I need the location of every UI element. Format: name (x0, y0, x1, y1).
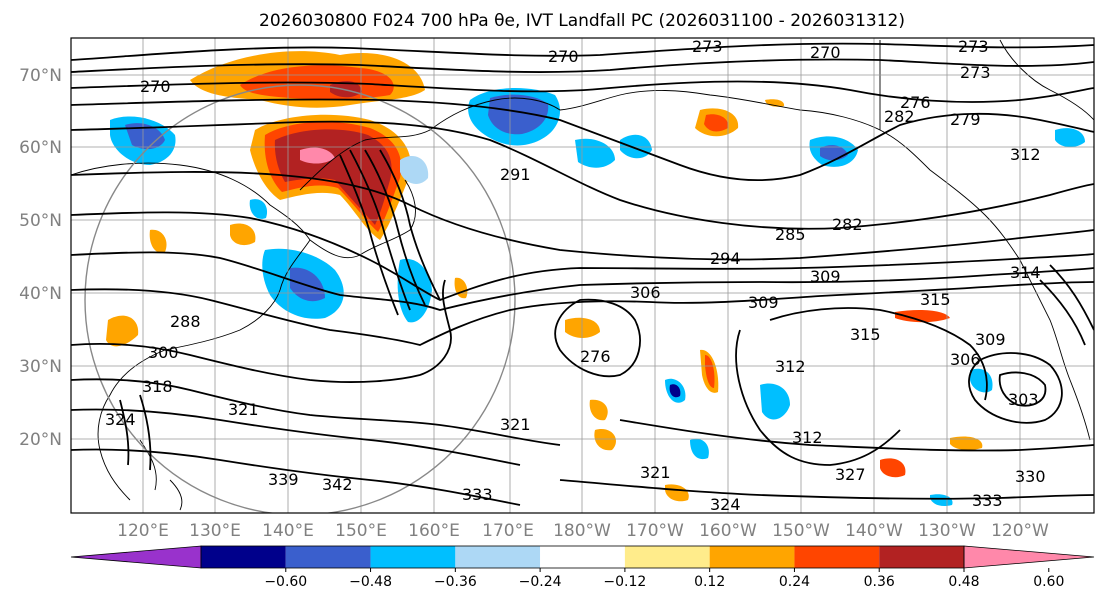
colorbar-bin (455, 546, 541, 568)
contour-label: 315 (920, 290, 951, 309)
contour-label: 291 (500, 165, 531, 184)
contour-label: 333 (972, 491, 1003, 510)
colorbar-tick-label: −0.48 (349, 574, 392, 590)
theta-e-contours (71, 42, 1094, 506)
lat-label: 70°N (19, 66, 62, 86)
gridlines (71, 38, 1094, 513)
positive-shading (106, 51, 983, 502)
colorbar-tick-label: 0.48 (948, 574, 979, 590)
lon-label: 170°W (626, 521, 684, 541)
contour-label: 288 (170, 312, 201, 331)
contour-label: 309 (975, 330, 1006, 349)
lon-label: 150°W (772, 521, 830, 541)
colorbar: −0.60 −0.48 −0.36 −0.24 −0.12 0.12 0.24 0.36 0.4… (70, 545, 1095, 590)
contour-label: 327 (835, 465, 866, 484)
colorbar-bin (624, 546, 710, 568)
contour-label: 309 (810, 267, 841, 286)
lon-label: 130°E (189, 521, 241, 541)
colorbar-bin (794, 546, 880, 568)
colorbar-tick-label: 0.24 (779, 574, 810, 590)
contour-label: 321 (228, 400, 259, 419)
contour-label: 294 (710, 249, 741, 268)
colorbar-bin (540, 546, 625, 568)
colorbar-tick-label: −0.36 (434, 574, 477, 590)
contour-label: 276 (580, 347, 611, 366)
contour-label: 312 (792, 428, 823, 447)
contour-label: 282 (884, 107, 915, 126)
lon-label: 120°W (991, 521, 1049, 541)
colorbar-tick-label: 0.12 (694, 574, 725, 590)
contour-label: 303 (1008, 390, 1039, 409)
lon-label: 130°W (918, 521, 976, 541)
colorbar-bin (285, 546, 371, 568)
colorbar-tick-label: 0.60 (1033, 574, 1064, 590)
contour-label: 279 (950, 110, 981, 129)
contour-label: 312 (1010, 145, 1041, 164)
lon-label: 160°W (699, 521, 757, 541)
contour-label: 333 (462, 485, 493, 504)
contour-label: 342 (322, 475, 353, 494)
colorbar-tick-label: −0.60 (264, 574, 307, 590)
colorbar-tick-label: 0.36 (864, 574, 895, 590)
longitude-labels: 120°E 130°E 140°E 150°E 160°E 170°E 180°… (117, 521, 1049, 541)
map-content: 270 273 270 273 273 276 282 279 270 291 … (71, 37, 1094, 514)
map-frame (70, 37, 1095, 514)
colorbar-bin (201, 546, 286, 568)
contour-label: 312 (775, 357, 806, 376)
contour-label: 306 (950, 350, 981, 369)
contour-label: 285 (775, 225, 806, 244)
chart-title: 2026030800 F024 700 hPa θe, IVT Landfall… (259, 11, 905, 31)
contour-label: 273 (960, 63, 991, 82)
contour-label: 339 (268, 470, 299, 489)
contour-labels: 270 273 270 273 273 276 282 279 270 291 … (105, 37, 1046, 514)
colorbar-tick-label: −0.24 (519, 574, 562, 590)
contour-label: 324 (105, 410, 136, 429)
contour-label: 321 (640, 463, 671, 482)
lat-label: 40°N (19, 284, 62, 304)
lon-label: 170°E (482, 521, 534, 541)
contour-label: 314 (1010, 263, 1041, 282)
contour-label: 324 (710, 495, 741, 514)
contour-label: 330 (1015, 467, 1046, 486)
negative-shading (110, 88, 1085, 507)
colorbar-tick-label: −0.12 (603, 574, 646, 590)
lon-label: 180°W (553, 521, 611, 541)
lon-label: 150°E (335, 521, 387, 541)
contour-label: 270 (810, 43, 841, 62)
contour-label: 282 (832, 215, 863, 234)
contour-label: 300 (148, 343, 179, 362)
contour-label: 315 (850, 325, 881, 344)
map-background (71, 38, 1094, 513)
colorbar-bin (709, 546, 795, 568)
contour-label: 270 (140, 77, 171, 96)
contour-label: 318 (142, 377, 173, 396)
colorbar-bin (370, 546, 456, 568)
lon-label: 140°W (845, 521, 903, 541)
contour-label: 276 (900, 93, 931, 112)
lon-label: 120°E (117, 521, 169, 541)
lon-label: 160°E (408, 521, 460, 541)
lat-label: 50°N (19, 211, 62, 231)
lat-label: 20°N (19, 430, 62, 450)
contour-label: 273 (692, 37, 723, 56)
colorbar-bin (879, 546, 964, 568)
landfall-region-circle (84, 84, 516, 513)
colorbar-extend-low (70, 545, 202, 569)
contour-label: 270 (548, 47, 579, 66)
lon-label: 140°E (262, 521, 314, 541)
latitude-labels: 70°N 60°N 50°N 40°N 30°N 20°N (19, 66, 62, 450)
contour-label: 273 (958, 37, 989, 56)
lat-label: 30°N (19, 357, 62, 377)
colorbar-extend-high (963, 545, 1095, 569)
lat-label: 60°N (19, 138, 62, 158)
contour-label: 306 (630, 283, 661, 302)
colorbar-frame (200, 545, 965, 569)
contour-label: 309 (748, 293, 779, 312)
contour-label: 321 (500, 415, 531, 434)
